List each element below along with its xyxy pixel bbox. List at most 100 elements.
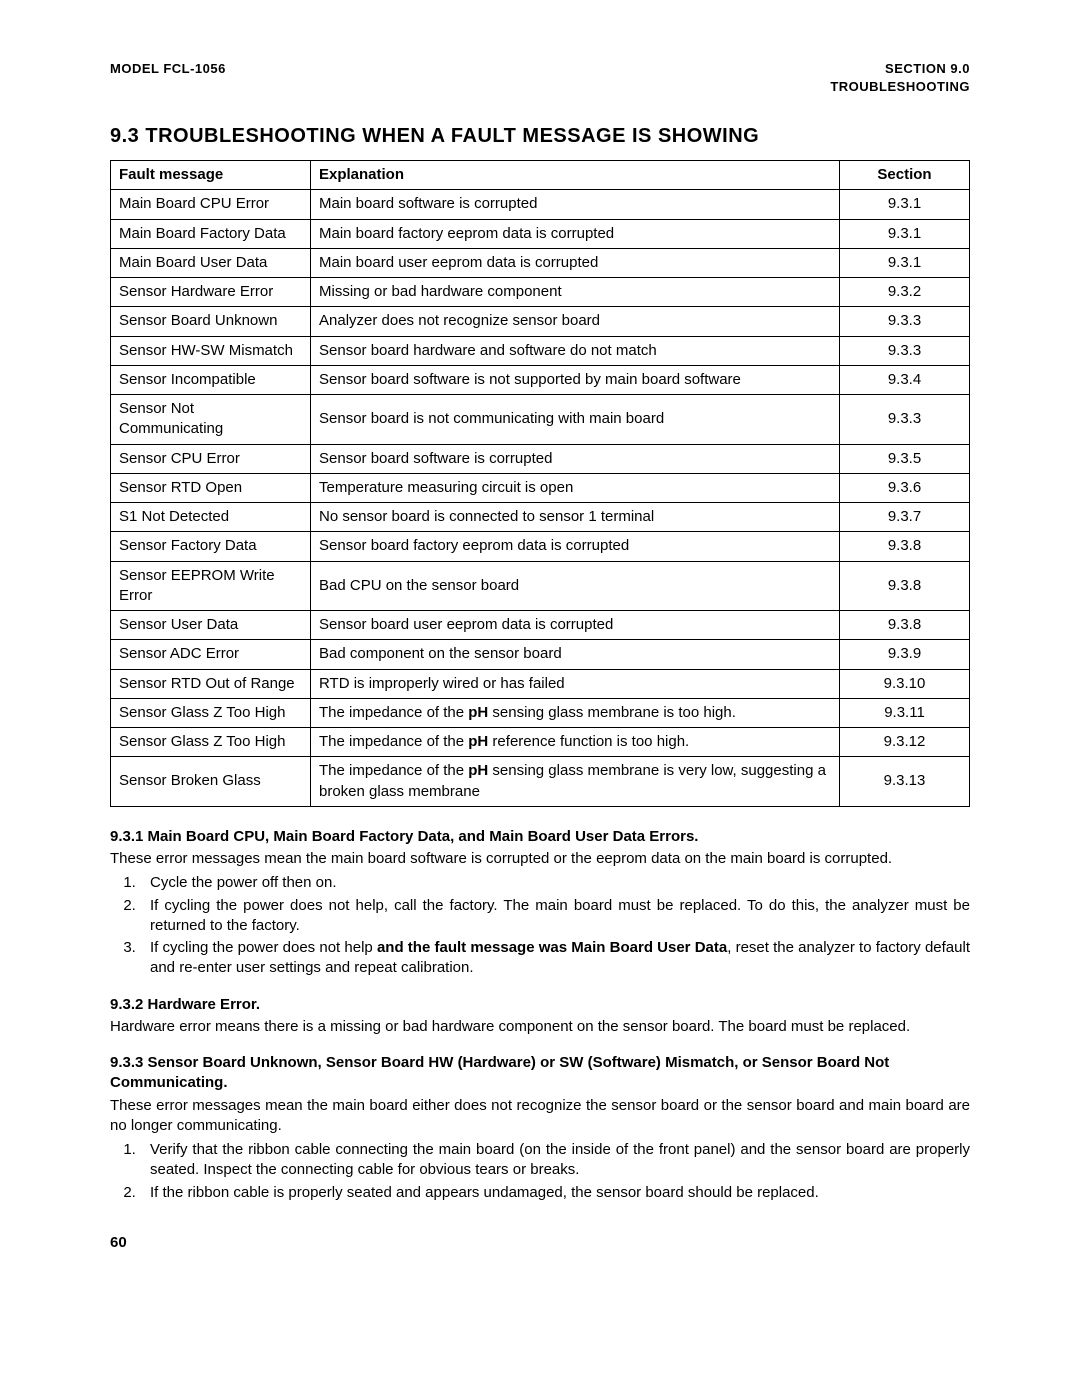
header-left: MODEL FCL-1056 xyxy=(110,60,226,95)
subsection-932-body: Hardware error means there is a missing … xyxy=(110,1017,970,1037)
cell-fault: Sensor Factory Data xyxy=(111,532,311,561)
cell-explanation: Main board factory eeprom data is corrup… xyxy=(311,219,840,248)
cell-fault: Sensor ADC Error xyxy=(111,640,311,669)
cell-explanation: Sensor board software is corrupted xyxy=(311,444,840,473)
cell-section: 9.3.1 xyxy=(840,190,970,219)
table-row: Sensor Hardware ErrorMissing or bad hard… xyxy=(111,278,970,307)
cell-fault: Sensor Glass Z Too High xyxy=(111,698,311,727)
table-row: Sensor EEPROM Write ErrorBad CPU on the … xyxy=(111,561,970,611)
table-row: Main Board Factory DataMain board factor… xyxy=(111,219,970,248)
page-header: MODEL FCL-1056 SECTION 9.0 TROUBLESHOOTI… xyxy=(110,60,970,95)
cell-fault: Sensor Not Communicating xyxy=(111,395,311,445)
cell-fault: Sensor CPU Error xyxy=(111,444,311,473)
cell-explanation: Temperature measuring circuit is open xyxy=(311,473,840,502)
cell-fault: Sensor Incompatible xyxy=(111,365,311,394)
page-title: 9.3 TROUBLESHOOTING WHEN A FAULT MESSAGE… xyxy=(110,123,970,150)
cell-section: 9.3.1 xyxy=(840,248,970,277)
cell-section: 9.3.7 xyxy=(840,503,970,532)
subsection-932-title: 9.3.2 Hardware Error. xyxy=(110,995,970,1015)
table-row: Sensor Not CommunicatingSensor board is … xyxy=(111,395,970,445)
list-item: If cycling the power does not help and t… xyxy=(140,938,970,979)
header-right: SECTION 9.0 TROUBLESHOOTING xyxy=(830,60,970,95)
cell-section: 9.3.10 xyxy=(840,669,970,698)
cell-explanation: Main board user eeprom data is corrupted xyxy=(311,248,840,277)
table-row: Main Board User DataMain board user eepr… xyxy=(111,248,970,277)
cell-section: 9.3.13 xyxy=(840,757,970,807)
table-row: Sensor RTD Out of RangeRTD is improperly… xyxy=(111,669,970,698)
cell-explanation: The impedance of the pH sensing glass me… xyxy=(311,698,840,727)
col-fault-message: Fault message xyxy=(111,161,311,190)
cell-explanation: Sensor board factory eeprom data is corr… xyxy=(311,532,840,561)
subsection-933-list: Verify that the ribbon cable connecting … xyxy=(110,1140,970,1203)
cell-fault: Sensor Glass Z Too High xyxy=(111,728,311,757)
cell-section: 9.3.3 xyxy=(840,336,970,365)
table-row: Sensor IncompatibleSensor board software… xyxy=(111,365,970,394)
header-section: SECTION 9.0 xyxy=(830,60,970,78)
cell-explanation: The impedance of the pH reference functi… xyxy=(311,728,840,757)
list-item: Cycle the power off then on. xyxy=(140,873,970,893)
table-row: Sensor Board UnknownAnalyzer does not re… xyxy=(111,307,970,336)
list-item: If cycling the power does not help, call… xyxy=(140,896,970,937)
table-row: Sensor Glass Z Too HighThe impedance of … xyxy=(111,698,970,727)
cell-section: 9.3.5 xyxy=(840,444,970,473)
subsection-931-intro: These error messages mean the main board… xyxy=(110,849,970,869)
page-number: 60 xyxy=(110,1233,970,1253)
col-section: Section xyxy=(840,161,970,190)
cell-fault: Main Board Factory Data xyxy=(111,219,311,248)
table-row: Sensor Glass Z Too HighThe impedance of … xyxy=(111,728,970,757)
cell-explanation: Missing or bad hardware component xyxy=(311,278,840,307)
cell-fault: Sensor EEPROM Write Error xyxy=(111,561,311,611)
cell-explanation: Analyzer does not recognize sensor board xyxy=(311,307,840,336)
subsection-931-title: 9.3.1 Main Board CPU, Main Board Factory… xyxy=(110,827,970,847)
fault-table: Fault message Explanation Section Main B… xyxy=(110,160,970,807)
cell-fault: Sensor Board Unknown xyxy=(111,307,311,336)
cell-section: 9.3.2 xyxy=(840,278,970,307)
table-row: Sensor Factory DataSensor board factory … xyxy=(111,532,970,561)
cell-section: 9.3.4 xyxy=(840,365,970,394)
table-row: Sensor CPU ErrorSensor board software is… xyxy=(111,444,970,473)
cell-section: 9.3.8 xyxy=(840,611,970,640)
table-row: Sensor RTD OpenTemperature measuring cir… xyxy=(111,473,970,502)
cell-section: 9.3.3 xyxy=(840,395,970,445)
cell-explanation: Bad component on the sensor board xyxy=(311,640,840,669)
cell-explanation: Bad CPU on the sensor board xyxy=(311,561,840,611)
cell-explanation: No sensor board is connected to sensor 1… xyxy=(311,503,840,532)
cell-fault: Main Board User Data xyxy=(111,248,311,277)
table-row: Sensor User DataSensor board user eeprom… xyxy=(111,611,970,640)
cell-section: 9.3.9 xyxy=(840,640,970,669)
cell-explanation: Main board software is corrupted xyxy=(311,190,840,219)
cell-explanation: Sensor board is not communicating with m… xyxy=(311,395,840,445)
cell-section: 9.3.3 xyxy=(840,307,970,336)
cell-explanation: Sensor board hardware and software do no… xyxy=(311,336,840,365)
cell-fault: Sensor User Data xyxy=(111,611,311,640)
cell-explanation: The impedance of the pH sensing glass me… xyxy=(311,757,840,807)
cell-fault: Sensor Broken Glass xyxy=(111,757,311,807)
cell-section: 9.3.6 xyxy=(840,473,970,502)
subsection-933-title: 9.3.3 Sensor Board Unknown, Sensor Board… xyxy=(110,1053,970,1094)
col-explanation: Explanation xyxy=(311,161,840,190)
cell-fault: Sensor Hardware Error xyxy=(111,278,311,307)
table-row: Sensor HW-SW MismatchSensor board hardwa… xyxy=(111,336,970,365)
cell-section: 9.3.12 xyxy=(840,728,970,757)
list-item: Verify that the ribbon cable connecting … xyxy=(140,1140,970,1181)
cell-section: 9.3.8 xyxy=(840,561,970,611)
table-row: Sensor Broken GlassThe impedance of the … xyxy=(111,757,970,807)
cell-fault: Main Board CPU Error xyxy=(111,190,311,219)
subsection-933-intro: These error messages mean the main board… xyxy=(110,1096,970,1137)
cell-section: 9.3.11 xyxy=(840,698,970,727)
cell-fault: S1 Not Detected xyxy=(111,503,311,532)
table-row: S1 Not DetectedNo sensor board is connec… xyxy=(111,503,970,532)
cell-explanation: Sensor board software is not supported b… xyxy=(311,365,840,394)
list-item: If the ribbon cable is properly seated a… xyxy=(140,1183,970,1203)
cell-explanation: Sensor board user eeprom data is corrupt… xyxy=(311,611,840,640)
header-subtitle: TROUBLESHOOTING xyxy=(830,78,970,96)
cell-fault: Sensor RTD Out of Range xyxy=(111,669,311,698)
table-row: Main Board CPU ErrorMain board software … xyxy=(111,190,970,219)
table-header-row: Fault message Explanation Section xyxy=(111,161,970,190)
cell-fault: Sensor RTD Open xyxy=(111,473,311,502)
cell-section: 9.3.8 xyxy=(840,532,970,561)
cell-section: 9.3.1 xyxy=(840,219,970,248)
table-row: Sensor ADC ErrorBad component on the sen… xyxy=(111,640,970,669)
subsection-931-list: Cycle the power off then on. If cycling t… xyxy=(110,873,970,978)
cell-fault: Sensor HW-SW Mismatch xyxy=(111,336,311,365)
